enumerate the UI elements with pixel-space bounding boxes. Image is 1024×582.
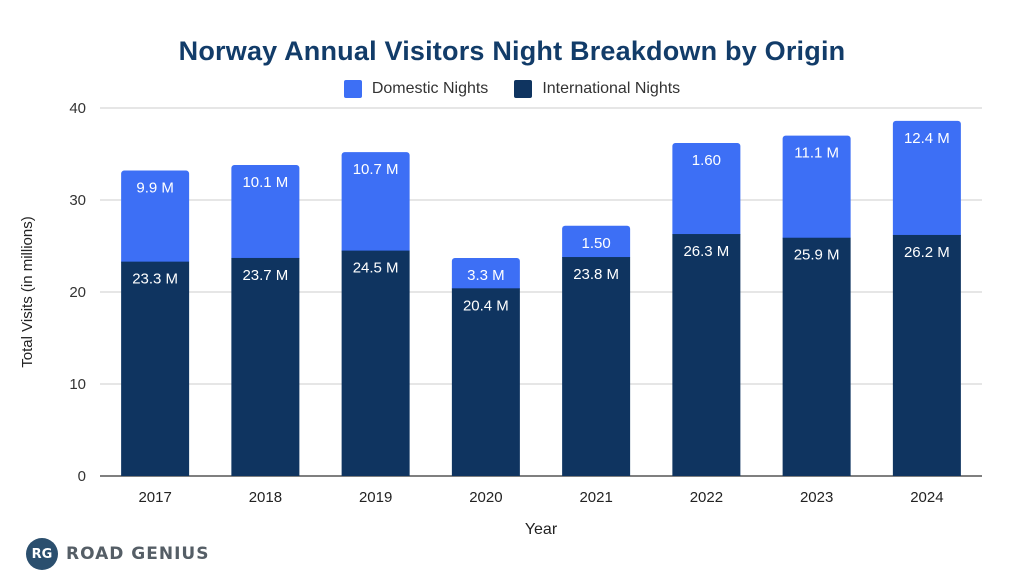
brand-watermark: RG ROAD GENIUS	[26, 538, 209, 570]
brand-name: ROAD GENIUS	[66, 544, 210, 564]
bar-domestic	[892, 120, 961, 238]
y-tick-label: 40	[69, 100, 86, 117]
data-label-international: 25.9 M	[794, 247, 840, 264]
data-label-international: 23.7 M	[242, 267, 288, 284]
x-tick-label: 2022	[690, 489, 723, 506]
bar-international	[562, 257, 631, 476]
bar-domestic	[121, 170, 190, 265]
x-axis-title: Year	[525, 521, 558, 538]
data-label-domestic: 1.50	[582, 235, 611, 252]
data-label-domestic: 11.1 M	[794, 145, 839, 162]
bar-domestic	[782, 135, 851, 241]
data-label-international: 23.3 M	[132, 271, 178, 288]
data-label-domestic: 1.60	[692, 152, 721, 169]
bar-international	[121, 261, 190, 476]
data-label-international: 26.3 M	[683, 243, 729, 260]
data-label-domestic: 3.3 M	[467, 267, 505, 284]
bar-domestic	[562, 225, 631, 261]
x-tick-label: 2023	[800, 489, 833, 506]
data-label-domestic: 10.7 M	[353, 161, 399, 178]
y-tick-label: 0	[78, 468, 86, 485]
bar-international	[341, 250, 410, 476]
y-tick-label: 30	[69, 192, 86, 209]
x-tick-label: 2019	[359, 489, 392, 506]
chart-title: Norway Annual Visitors Night Breakdown b…	[178, 36, 846, 66]
data-label-international: 24.5 M	[353, 260, 399, 277]
chart-legend: Domestic Nights International Nights	[0, 80, 1024, 98]
brand-logo: RG	[26, 538, 58, 570]
x-tick-label: 2018	[249, 489, 282, 506]
legend-label-international: International Nights	[542, 80, 681, 97]
data-label-domestic: 9.9 M	[136, 180, 174, 197]
legend-swatch-international	[514, 80, 533, 98]
legend-item-international: International Nights	[514, 80, 680, 98]
x-tick-label: 2024	[910, 489, 943, 506]
data-label-international: 26.2 M	[904, 244, 950, 261]
bar-international	[231, 257, 300, 476]
bar-international	[451, 288, 520, 476]
y-tick-label: 10	[69, 376, 86, 393]
x-tick-label: 2020	[469, 489, 502, 506]
bar-domestic	[451, 257, 520, 292]
y-tick-label: 20	[69, 284, 86, 301]
bar-domestic	[341, 152, 410, 254]
x-tick-label: 2017	[138, 489, 171, 506]
data-label-domestic: 10.1 M	[242, 174, 288, 191]
bar-international	[892, 234, 961, 476]
bar-international	[782, 237, 851, 476]
data-label-domestic: 12.4 M	[904, 130, 950, 147]
bar-domestic	[672, 142, 741, 238]
y-axis-title: Total Visits (in millions)	[19, 216, 36, 367]
legend-item-domestic: Domestic Nights	[343, 80, 489, 98]
legend-label-domestic: Domestic Nights	[371, 80, 489, 97]
data-label-international: 23.8 M	[573, 266, 619, 283]
x-tick-label: 2021	[579, 489, 612, 506]
data-label-international: 20.4 M	[463, 297, 509, 314]
bar-international	[672, 234, 741, 476]
legend-swatch-domestic	[343, 80, 362, 98]
bar-domestic	[231, 165, 300, 261]
